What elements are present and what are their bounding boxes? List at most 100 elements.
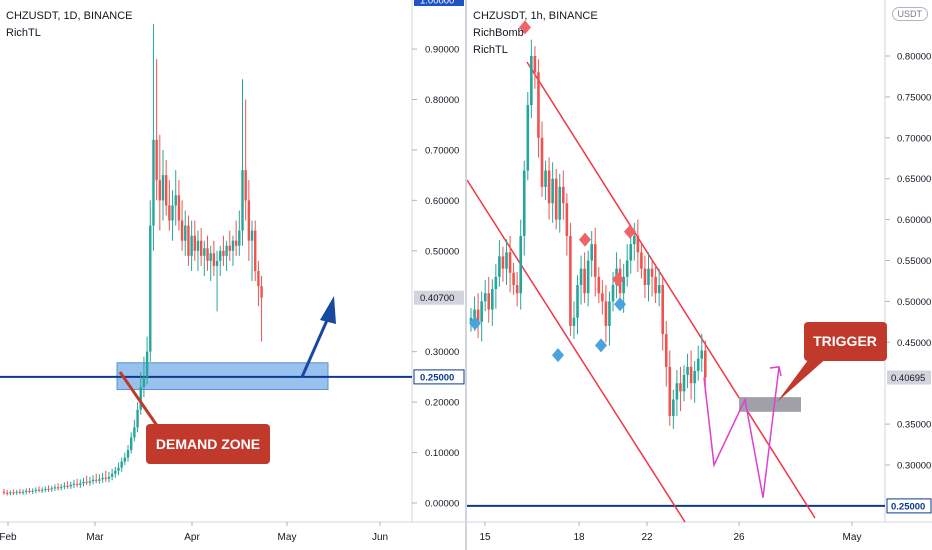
right-candle-body <box>590 244 593 261</box>
left-indicator-label[interactable]: RichTL <box>6 27 41 39</box>
left-candle-body <box>187 225 190 256</box>
left-candle-body <box>190 235 193 256</box>
left-candle-body <box>203 248 206 256</box>
right-candle-body <box>476 309 480 322</box>
left-candle-body <box>215 260 219 266</box>
left-candle-body <box>37 489 41 491</box>
left-candle-body <box>117 467 120 471</box>
left-y-tick-label: 0.90000 <box>425 45 459 56</box>
left-candle-body <box>161 175 165 201</box>
left-candle-body <box>142 376 146 387</box>
right-candle-body <box>522 170 526 236</box>
left-candle-body <box>234 240 238 246</box>
right-candle-body <box>696 358 700 371</box>
left-candle-body <box>247 200 251 241</box>
right-candle-body <box>640 252 643 269</box>
left-bullish-arrow-head <box>320 296 336 324</box>
projected-path-arrowhead <box>769 366 782 377</box>
left-candle-body <box>82 481 85 484</box>
left-candle-body <box>206 248 209 261</box>
right-candle-body <box>608 301 611 326</box>
right-level-price-box <box>886 498 932 514</box>
left-top-price-box <box>414 0 464 6</box>
left-candle-body <box>180 220 184 241</box>
buy-signal-diamond <box>469 316 481 331</box>
right-candle-body <box>494 276 498 290</box>
right-candle-body <box>700 350 704 359</box>
right-candle-body <box>533 56 537 73</box>
right-x-tick-label: May <box>843 532 862 543</box>
left-chart[interactable]: 0.00000 0.10000 0.20000 0.30000 0.50000 0.600… <box>0 0 465 550</box>
left-candle-body <box>85 481 88 483</box>
left-level-price-label: 0.25000 <box>420 372 454 383</box>
left-x-tick-label: Jun <box>372 532 388 543</box>
left-candle-body <box>60 486 63 488</box>
trigger-callout-box <box>804 322 887 361</box>
left-candle-body <box>114 470 117 474</box>
left-chart-panel: 0.00000 0.10000 0.20000 0.30000 0.50000 0.600… <box>0 0 465 550</box>
right-candle-body <box>526 105 530 171</box>
left-x-tick-label: Feb <box>0 532 17 543</box>
right-candle-body <box>686 366 689 376</box>
left-candle-body <box>104 477 107 479</box>
right-candle-body <box>547 170 551 204</box>
left-candle-body <box>126 450 130 458</box>
right-chart-panel: 0.80000 0.75000 0.70000 0.65000 0.60000 0.550… <box>467 0 932 550</box>
left-candle-body <box>254 230 257 271</box>
left-candle-body <box>196 240 200 251</box>
left-candle-body <box>34 489 37 491</box>
right-candle-body <box>664 334 668 367</box>
left-candle-body <box>79 483 82 485</box>
right-y-tick-label: 0.30000 <box>897 461 931 472</box>
right-y-tick-label: 0.70000 <box>897 133 931 144</box>
right-candle-body <box>491 289 494 310</box>
left-y-tick-label: 0.50000 <box>425 246 459 257</box>
right-candle-body <box>562 186 565 204</box>
right-level-price-label: 0.25000 <box>891 501 925 512</box>
left-candle-body <box>158 180 162 201</box>
right-legend: CHZUSDT, 1h, BINANCE RichBomb RichTL <box>473 8 598 59</box>
right-candle-body <box>565 203 569 236</box>
left-candle-body <box>123 457 127 462</box>
left-candle-body <box>107 476 111 479</box>
left-candle-body <box>231 240 235 251</box>
currency-badge[interactable]: USDT <box>891 7 928 21</box>
trigger-callout-pointer <box>777 348 829 402</box>
right-candle-body <box>508 252 512 273</box>
right-candle-body <box>693 370 696 384</box>
right-candle-body <box>604 301 608 326</box>
right-candle-body <box>544 170 547 187</box>
right-candle-body <box>515 285 519 294</box>
left-symbol-title[interactable]: CHZUSDT, 1D, BINANCE <box>6 10 133 22</box>
right-chart[interactable]: 0.80000 0.75000 0.70000 0.65000 0.60000 0.550… <box>467 0 932 550</box>
right-candle-body <box>654 276 657 294</box>
right-candle-body <box>611 285 615 302</box>
panel-divider[interactable] <box>465 0 467 550</box>
left-candle-body <box>250 230 254 241</box>
left-legend: CHZUSDT, 1D, BINANCE RichTL <box>6 8 133 42</box>
right-candle-body <box>473 309 476 318</box>
left-current-price-label: 0.40700 <box>420 293 454 304</box>
right-current-price-label: 0.40695 <box>891 373 925 384</box>
right-x-tick-label: 26 <box>733 532 745 543</box>
left-candle-body <box>120 461 123 468</box>
right-symbol-title[interactable]: CHZUSDT, 1h, BINANCE <box>473 10 598 22</box>
demand-zone-callout-pointer <box>118 371 162 431</box>
right-candle-body <box>675 383 679 400</box>
left-candle-body <box>164 175 168 206</box>
left-candle-body <box>47 488 50 490</box>
right-x-tick-label: 18 <box>573 532 585 543</box>
right-indicator-label-1[interactable]: RichBomb <box>473 27 524 39</box>
left-candle-body <box>193 235 196 251</box>
right-candle-body <box>689 366 693 384</box>
left-y-tick-label: 0.60000 <box>425 196 459 207</box>
left-candle-body <box>152 139 155 226</box>
left-candle-body <box>177 195 181 221</box>
left-y-tick-label: 0.30000 <box>425 347 459 358</box>
left-candle-body <box>145 351 149 377</box>
right-y-tick-label: 0.55000 <box>897 256 931 267</box>
right-candle-body <box>661 285 664 335</box>
right-indicator-label-2[interactable]: RichTL <box>473 44 508 56</box>
right-candle-body <box>636 235 640 253</box>
left-candle-body <box>28 490 31 492</box>
